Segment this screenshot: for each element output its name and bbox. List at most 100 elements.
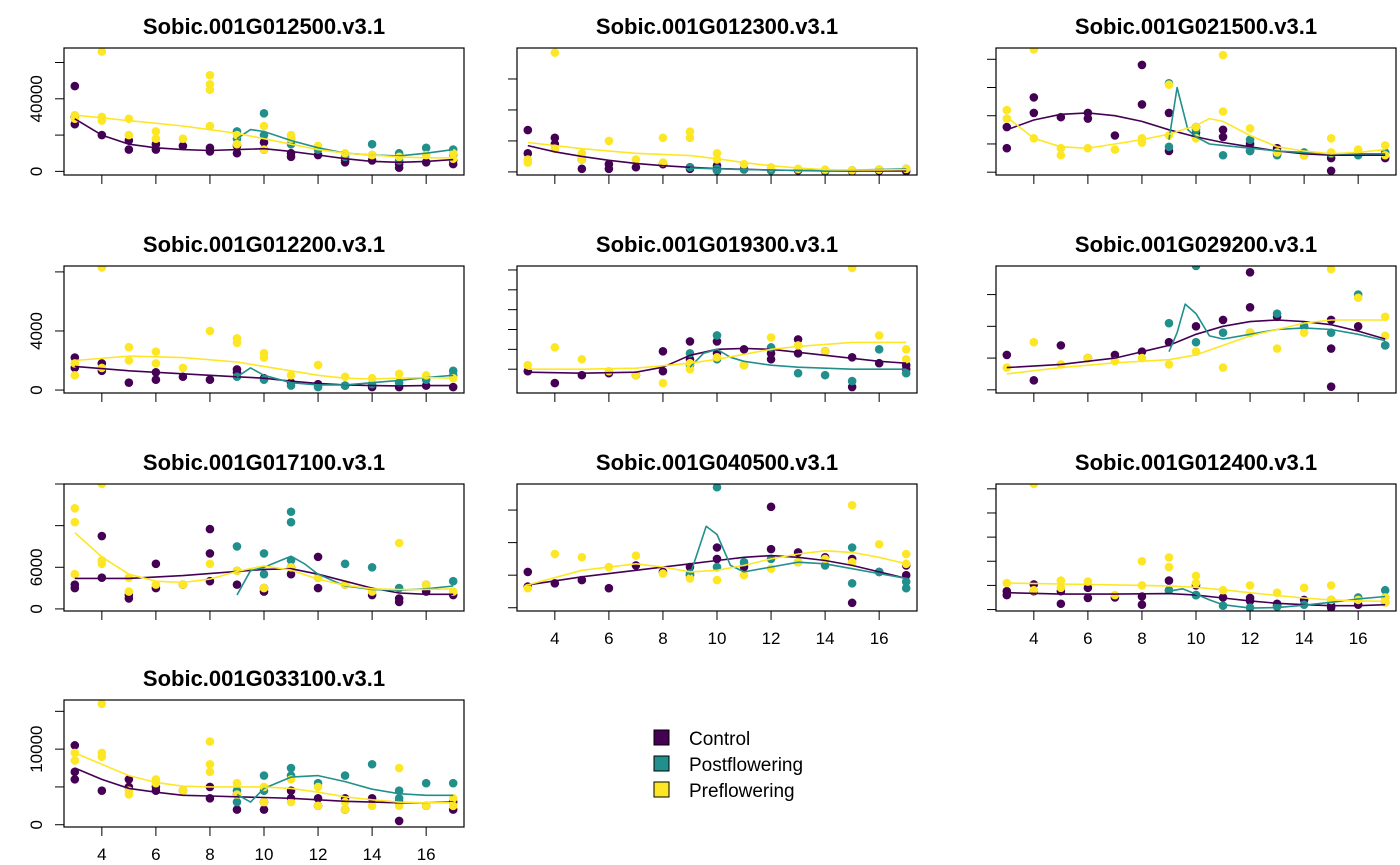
point-preflowering: [739, 570, 749, 580]
panel-title: Sobic.001G012500.v3.1: [143, 14, 385, 39]
point-control: [1083, 583, 1093, 593]
point-preflowering: [259, 353, 269, 362]
point-preflowering: [151, 127, 161, 136]
point-control: [847, 352, 857, 362]
trend-line-postflowering: [1168, 86, 1386, 155]
point-control: [259, 805, 269, 814]
point-preflowering: [394, 763, 404, 773]
point-preflowering: [178, 134, 188, 144]
plot-frame: [63, 699, 465, 828]
point-preflowering: [1218, 107, 1228, 116]
trend-line-control: [74, 567, 454, 596]
point-postflowering: [901, 368, 911, 378]
point-preflowering: [739, 159, 749, 169]
point-control: [205, 524, 215, 534]
point-preflowering: [151, 359, 161, 368]
x-tick-label: 16: [417, 845, 436, 864]
point-control: [847, 382, 857, 392]
point-postflowering: [712, 166, 722, 175]
point-control: [712, 337, 722, 346]
point-control: [313, 793, 323, 803]
point-control: [232, 365, 242, 374]
plot-frame: [516, 47, 918, 176]
point-postflowering: [874, 345, 884, 354]
point-control: [205, 549, 215, 558]
point-preflowering: [1029, 585, 1039, 595]
panel-9: Sobic.001G012400.v3.1 4 6 8 10 12 14 16: [987, 450, 1397, 648]
x-tick-label: 6: [151, 845, 160, 864]
point-preflowering: [259, 797, 269, 807]
legend-swatch-postflowering: [653, 755, 670, 772]
point-preflowering: [1326, 266, 1336, 274]
point-preflowering: [1272, 148, 1282, 157]
point-preflowering: [313, 360, 323, 370]
point-control: [793, 349, 803, 358]
point-postflowering: [232, 797, 242, 807]
trend-line-control: [74, 365, 454, 387]
panel-title: Sobic.001G040500.v3.1: [596, 450, 838, 475]
point-preflowering: [205, 737, 215, 746]
x-tick-label: 16: [1349, 629, 1368, 648]
x-tick-label: 14: [363, 845, 382, 864]
point-preflowering: [124, 114, 134, 124]
point-preflowering: [604, 136, 614, 146]
point-preflowering: [901, 345, 911, 354]
y-tick-label: 6000: [27, 548, 46, 586]
point-control: [577, 164, 587, 174]
point-postflowering: [1191, 337, 1201, 347]
point-control: [313, 552, 323, 562]
point-control: [1002, 143, 1012, 153]
point-preflowering: [259, 121, 269, 131]
y-tick-label: 40000: [27, 75, 46, 122]
point-preflowering: [1326, 581, 1336, 590]
point-control: [1326, 166, 1336, 175]
point-control: [124, 145, 134, 154]
point-postflowering: [1380, 341, 1390, 350]
point-preflowering: [232, 139, 242, 149]
point-postflowering: [847, 376, 857, 386]
point-control: [1137, 60, 1147, 70]
point-preflowering: [178, 363, 188, 373]
point-preflowering: [205, 79, 215, 89]
point-postflowering: [421, 143, 431, 153]
point-control: [151, 559, 161, 569]
point-preflowering: [901, 549, 911, 559]
point-control: [1110, 131, 1120, 140]
y-tick-label: 0: [27, 385, 46, 394]
point-control: [847, 598, 857, 608]
point-preflowering: [340, 805, 350, 814]
panel-title: Sobic.001G012400.v3.1: [1075, 450, 1317, 475]
point-preflowering: [124, 587, 134, 596]
point-postflowering: [259, 549, 269, 558]
point-control: [97, 531, 107, 541]
point-preflowering: [685, 364, 695, 374]
plot-frame: [516, 265, 918, 394]
panel-data: [523, 484, 911, 608]
trend-line-preflowering: [74, 752, 454, 804]
x-tick-label: 12: [762, 629, 781, 648]
point-preflowering: [658, 569, 668, 578]
point-control: [1056, 341, 1066, 350]
point-preflowering: [97, 266, 107, 272]
panel-data: [523, 266, 911, 392]
point-postflowering: [712, 331, 722, 340]
trend-line-control: [527, 554, 907, 586]
point-preflowering: [124, 342, 134, 352]
point-control: [793, 548, 803, 557]
plot-frame: [995, 483, 1397, 612]
panel-title: Sobic.001G021500.v3.1: [1075, 14, 1317, 39]
trend-line-postflowering: [236, 128, 454, 157]
point-preflowering: [766, 333, 776, 342]
point-postflowering: [448, 366, 458, 376]
panel-data: [523, 48, 911, 175]
series-postflowering: [685, 484, 911, 593]
point-preflowering: [286, 370, 296, 380]
point-postflowering: [448, 576, 458, 586]
point-preflowering: [448, 801, 458, 811]
point-control: [1326, 382, 1336, 391]
point-postflowering: [1272, 602, 1282, 611]
point-preflowering: [577, 354, 587, 364]
x-tick-label: 4: [550, 629, 559, 648]
point-preflowering: [205, 70, 215, 80]
series-postflowering: [232, 507, 458, 593]
